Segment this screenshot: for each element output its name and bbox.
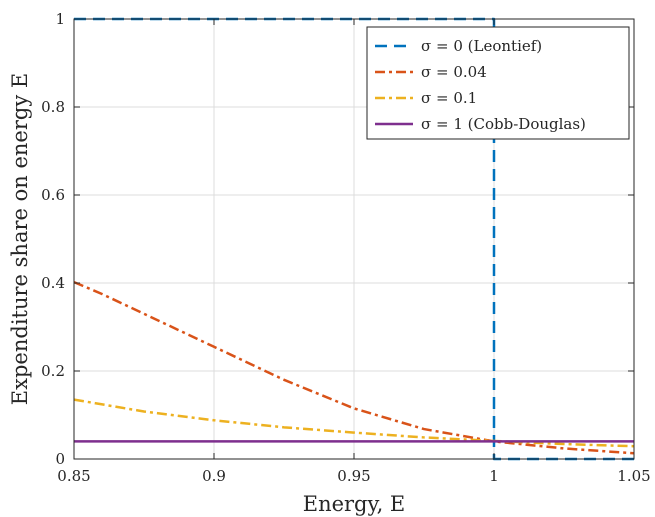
ticks <box>73 18 635 460</box>
x-tick-label: 1.05 <box>617 467 650 485</box>
x-tick-label: 0.95 <box>337 467 370 485</box>
legend-box <box>366 26 630 140</box>
y-tick-label: 0.2 <box>41 362 65 380</box>
legend-label-4: σ = 1 (Cobb-Douglas) <box>421 115 586 133</box>
x-axis-label: Energy, E <box>303 492 406 516</box>
legend-items: σ = 0 (Leontief) σ = 0.04 σ = 0.1 σ = 1 (Co… <box>375 37 586 133</box>
x-tick-label: 0.85 <box>57 467 90 485</box>
y-axis-label: Expenditure share on energy E <box>8 73 32 405</box>
y-tick-label: 1 <box>55 10 65 28</box>
series-line-3 <box>73 398 635 448</box>
legend-label-2: σ = 0.04 <box>421 63 487 81</box>
x-tick-label: 1 <box>489 467 499 485</box>
y-tick-label: 0.4 <box>41 274 65 292</box>
legend-label-1: σ = 0 (Leontief) <box>421 37 542 55</box>
y-tick-label: 0.6 <box>41 186 65 204</box>
y-tick-label: 0 <box>55 450 65 468</box>
series-line-2 <box>73 280 635 455</box>
x-tick-label: 0.9 <box>202 467 226 485</box>
y-tick-label: 0.8 <box>41 98 65 116</box>
legend: σ = 0 (Leontief) σ = 0.04 σ = 0.1 σ = 1 (Co… <box>366 26 630 140</box>
legend-label-3: σ = 0.1 <box>421 89 477 107</box>
tick-labels: 0.85 0.9 0.95 1 1.05 0 0.2 0.4 0.6 0.8 1 <box>41 10 651 485</box>
